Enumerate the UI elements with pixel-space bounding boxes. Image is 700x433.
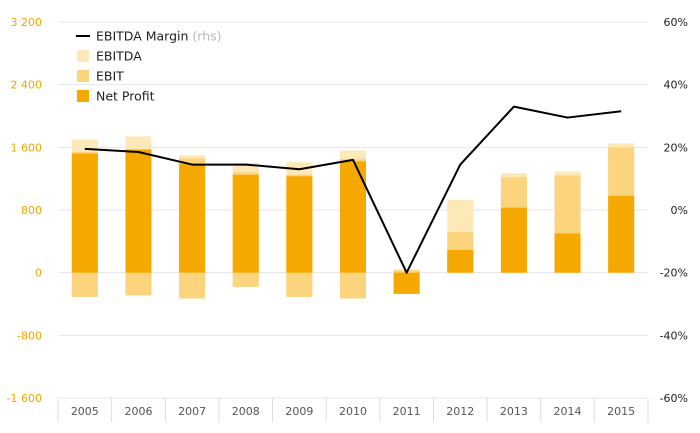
legend-label: EBITDA — [96, 49, 142, 64]
bar-negative-ebit — [179, 272, 206, 299]
bar-negative-ebit — [232, 272, 259, 287]
bar-net-profit — [447, 249, 474, 273]
bar-negative-ebit — [125, 272, 152, 296]
bar-net-profit — [500, 207, 527, 273]
bar-net-profit — [232, 174, 259, 273]
x-tick-label: 2011 — [393, 405, 421, 418]
x-tick-label: 2009 — [285, 405, 313, 418]
legend: EBITDA Margin (rhs) EBITDA EBIT Net Profit — [76, 29, 222, 104]
x-tick-label: 2007 — [178, 405, 206, 418]
legend-label-note: (rhs) — [192, 29, 221, 44]
right-tick-label: -40% — [660, 329, 688, 342]
x-tick-label: 2010 — [339, 405, 367, 418]
gridlines — [57, 21, 649, 422]
x-tick-label: 2012 — [446, 405, 474, 418]
bars — [71, 136, 635, 299]
x-tick-label: 2013 — [500, 405, 528, 418]
bar-net-profit — [71, 153, 98, 273]
bar-negative-ebit — [71, 272, 98, 297]
right-tick-label: 20% — [664, 141, 688, 154]
right-tick-label: -60% — [660, 392, 688, 405]
right-tick-label: 60% — [664, 16, 688, 29]
left-tick-label: 0 — [35, 267, 42, 280]
axes: -1 600 -800 0 800 1 600 2 400 3 200 -60% -40% -20… — [7, 16, 688, 418]
legend-swatch — [77, 90, 89, 102]
bar-net-profit — [125, 149, 152, 273]
margin-line — [84, 105, 622, 274]
legend-label: EBIT — [96, 69, 124, 84]
bar-net-profit — [286, 176, 313, 273]
x-tick-label: 2008 — [232, 405, 260, 418]
left-tick-label: -800 — [17, 329, 42, 342]
bar-net-profit — [393, 272, 420, 294]
legend-label: EBITDA Margin (rhs) — [96, 29, 222, 44]
left-tick-label: -1 600 — [7, 392, 42, 405]
left-tick-label: 3 200 — [11, 16, 43, 29]
bar-negative-ebit — [286, 272, 313, 297]
x-tick-label: 2005 — [71, 405, 99, 418]
x-tick-label: 2015 — [607, 405, 635, 418]
legend-label: Net Profit — [96, 89, 155, 104]
right-tick-label: -20% — [660, 267, 688, 280]
bar-net-profit — [608, 195, 635, 273]
bar-net-profit — [554, 233, 581, 273]
left-tick-label: 1 600 — [11, 141, 43, 154]
right-tick-label: 0% — [671, 204, 688, 217]
bar-negative-ebit — [340, 272, 366, 299]
bar-net-profit — [179, 163, 206, 273]
legend-swatch — [77, 70, 89, 82]
x-tick-label: 2014 — [554, 405, 582, 418]
legend-swatch — [77, 50, 89, 62]
left-tick-label: 2 400 — [11, 79, 43, 92]
right-tick-label: 40% — [664, 79, 688, 92]
x-tick-label: 2006 — [124, 405, 152, 418]
left-tick-label: 800 — [21, 204, 42, 217]
